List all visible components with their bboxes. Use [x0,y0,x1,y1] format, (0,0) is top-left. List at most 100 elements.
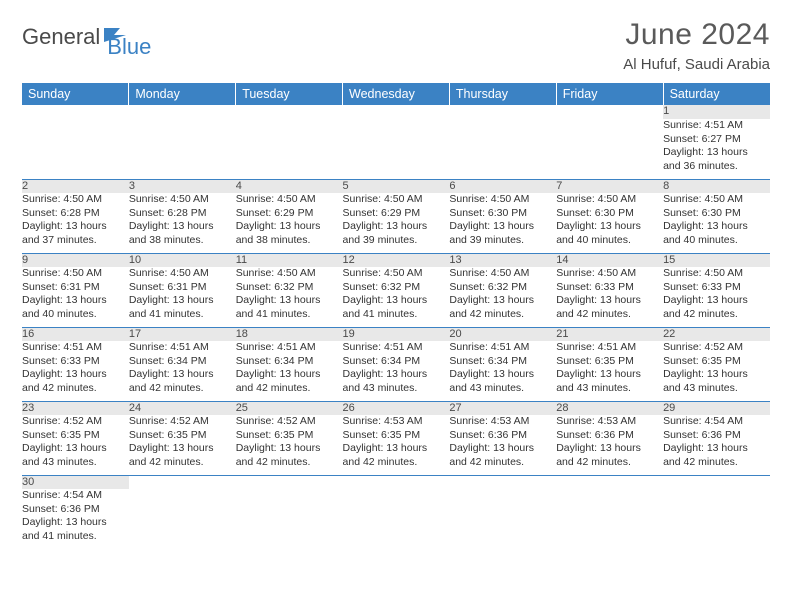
day-number-cell [556,105,663,119]
day-content-cell [343,119,450,179]
day-content-cell [22,119,129,179]
day-content-cell: Sunrise: 4:51 AMSunset: 6:34 PMDaylight:… [449,341,556,401]
day-content-cell: Sunrise: 4:53 AMSunset: 6:35 PMDaylight:… [343,415,450,475]
day-content-cell [236,119,343,179]
day-content-cell: Sunrise: 4:51 AMSunset: 6:34 PMDaylight:… [343,341,450,401]
day-content-cell: Sunrise: 4:51 AMSunset: 6:34 PMDaylight:… [236,341,343,401]
day-number-cell: 29 [663,401,770,415]
day-number-row: 30 [22,475,770,489]
day-number-cell: 28 [556,401,663,415]
day-content-cell: Sunrise: 4:52 AMSunset: 6:35 PMDaylight:… [22,415,129,475]
day-number-row: 16171819202122 [22,327,770,341]
day-content-cell [556,489,663,549]
day-number-cell: 7 [556,179,663,193]
day-number-cell [343,475,450,489]
weekday-header: Monday [129,83,236,105]
day-number-cell: 19 [343,327,450,341]
day-number-cell: 26 [343,401,450,415]
day-content-cell: Sunrise: 4:50 AMSunset: 6:28 PMDaylight:… [129,193,236,253]
day-content-cell: Sunrise: 4:50 AMSunset: 6:31 PMDaylight:… [129,267,236,327]
day-content-cell: Sunrise: 4:51 AMSunset: 6:34 PMDaylight:… [129,341,236,401]
day-content-cell [129,119,236,179]
logo-text-general: General [22,24,100,50]
day-number-cell [449,475,556,489]
day-content-cell: Sunrise: 4:52 AMSunset: 6:35 PMDaylight:… [236,415,343,475]
day-content-cell: Sunrise: 4:54 AMSunset: 6:36 PMDaylight:… [22,489,129,549]
day-number-cell: 21 [556,327,663,341]
day-number-cell: 27 [449,401,556,415]
day-content-cell: Sunrise: 4:53 AMSunset: 6:36 PMDaylight:… [556,415,663,475]
day-number-cell: 23 [22,401,129,415]
day-content-cell: Sunrise: 4:50 AMSunset: 6:29 PMDaylight:… [236,193,343,253]
day-number-cell [556,475,663,489]
day-number-cell [663,475,770,489]
day-number-cell: 17 [129,327,236,341]
day-number-cell: 25 [236,401,343,415]
day-content-cell: Sunrise: 4:52 AMSunset: 6:35 PMDaylight:… [129,415,236,475]
day-content-cell: Sunrise: 4:50 AMSunset: 6:30 PMDaylight:… [556,193,663,253]
day-content-cell: Sunrise: 4:52 AMSunset: 6:35 PMDaylight:… [663,341,770,401]
day-content-cell: Sunrise: 4:50 AMSunset: 6:32 PMDaylight:… [343,267,450,327]
day-content-row: Sunrise: 4:51 AMSunset: 6:27 PMDaylight:… [22,119,770,179]
day-content-row: Sunrise: 4:51 AMSunset: 6:33 PMDaylight:… [22,341,770,401]
day-number-cell: 4 [236,179,343,193]
day-number-cell [236,105,343,119]
weekday-header: Tuesday [236,83,343,105]
day-number-row: 1 [22,105,770,119]
day-number-cell: 10 [129,253,236,267]
day-number-cell: 30 [22,475,129,489]
day-content-cell: Sunrise: 4:51 AMSunset: 6:33 PMDaylight:… [22,341,129,401]
day-content-cell: Sunrise: 4:50 AMSunset: 6:32 PMDaylight:… [236,267,343,327]
day-content-cell: Sunrise: 4:54 AMSunset: 6:36 PMDaylight:… [663,415,770,475]
day-content-cell [449,489,556,549]
day-number-row: 2345678 [22,179,770,193]
day-number-cell [449,105,556,119]
day-content-cell: Sunrise: 4:53 AMSunset: 6:36 PMDaylight:… [449,415,556,475]
day-number-cell [129,475,236,489]
day-content-row: Sunrise: 4:54 AMSunset: 6:36 PMDaylight:… [22,489,770,549]
day-number-cell: 12 [343,253,450,267]
calendar-table: SundayMondayTuesdayWednesdayThursdayFrid… [22,83,770,549]
header: General Blue June 2024 Al Hufuf, Saudi A… [22,18,770,73]
day-number-cell [22,105,129,119]
day-number-cell: 5 [343,179,450,193]
weekday-header: Saturday [663,83,770,105]
day-number-row: 23242526272829 [22,401,770,415]
day-content-cell [236,489,343,549]
logo: General Blue [22,24,171,50]
day-number-cell [236,475,343,489]
day-number-cell: 3 [129,179,236,193]
day-content-cell: Sunrise: 4:50 AMSunset: 6:30 PMDaylight:… [663,193,770,253]
day-content-row: Sunrise: 4:50 AMSunset: 6:28 PMDaylight:… [22,193,770,253]
day-number-cell: 2 [22,179,129,193]
day-content-cell [449,119,556,179]
day-content-cell: Sunrise: 4:50 AMSunset: 6:32 PMDaylight:… [449,267,556,327]
day-content-cell [663,489,770,549]
day-number-cell: 16 [22,327,129,341]
month-title: June 2024 [623,18,770,52]
day-number-cell: 15 [663,253,770,267]
day-number-cell: 18 [236,327,343,341]
day-number-cell: 22 [663,327,770,341]
day-number-cell: 20 [449,327,556,341]
location: Al Hufuf, Saudi Arabia [623,56,770,73]
day-content-cell: Sunrise: 4:50 AMSunset: 6:33 PMDaylight:… [663,267,770,327]
day-number-cell [129,105,236,119]
weekday-header-row: SundayMondayTuesdayWednesdayThursdayFrid… [22,83,770,105]
day-number-cell: 8 [663,179,770,193]
day-content-cell: Sunrise: 4:50 AMSunset: 6:33 PMDaylight:… [556,267,663,327]
day-number-cell: 6 [449,179,556,193]
weekday-header: Wednesday [343,83,450,105]
day-number-cell: 9 [22,253,129,267]
logo-text-blue: Blue [107,34,151,60]
day-content-cell: Sunrise: 4:50 AMSunset: 6:31 PMDaylight:… [22,267,129,327]
day-number-cell: 1 [663,105,770,119]
day-number-cell: 24 [129,401,236,415]
title-block: June 2024 Al Hufuf, Saudi Arabia [623,18,770,73]
day-content-cell: Sunrise: 4:51 AMSunset: 6:27 PMDaylight:… [663,119,770,179]
day-content-cell: Sunrise: 4:50 AMSunset: 6:28 PMDaylight:… [22,193,129,253]
day-number-cell [343,105,450,119]
day-content-cell [556,119,663,179]
day-number-cell: 11 [236,253,343,267]
day-number-cell: 14 [556,253,663,267]
